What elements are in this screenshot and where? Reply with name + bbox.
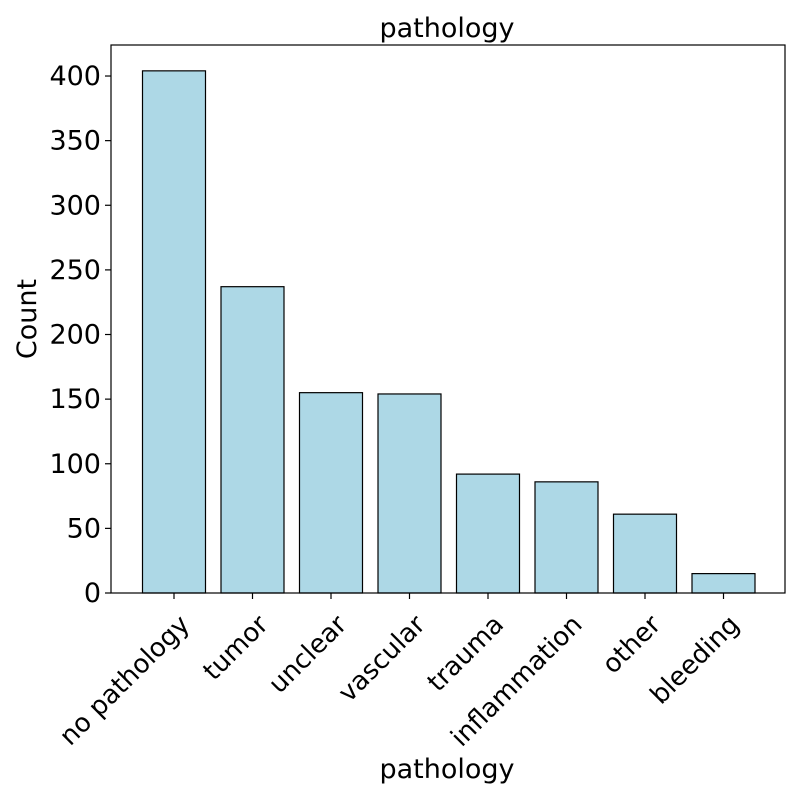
chart-title: pathology <box>379 13 514 44</box>
y-axis: 0 50 100 150 200 250 300 350 400 <box>49 61 111 609</box>
bar-unclear <box>298 392 364 594</box>
y-tick-label: 250 <box>49 255 101 286</box>
y-tick-label: 50 <box>67 513 101 544</box>
bar-bleeding <box>691 573 756 594</box>
x-tick-label: no pathology <box>54 610 196 752</box>
x-axis: no pathology tumorunclearvasculartraumain… <box>54 593 745 753</box>
x-axis-label: pathology <box>379 754 514 785</box>
y-tick-label: 200 <box>49 320 101 351</box>
bar-trauma <box>455 473 521 594</box>
plot-frame <box>110 44 786 594</box>
y-tick-label: 300 <box>49 190 101 221</box>
bars-group <box>141 70 756 594</box>
y-tick-label: 100 <box>49 449 101 480</box>
x-tick-label: vascular <box>333 610 432 709</box>
bar-inflammation <box>534 481 599 594</box>
x-tick-label: tumor <box>198 610 275 687</box>
bar-other <box>612 513 678 594</box>
bar-vascular <box>377 393 442 594</box>
y-tick-label: 350 <box>49 126 101 157</box>
bar-tumor <box>220 286 285 594</box>
bar-no-pathology <box>141 70 207 594</box>
y-tick-label: 400 <box>49 61 101 92</box>
y-axis-label: Count <box>12 279 43 359</box>
x-tick-label: other <box>597 610 667 680</box>
y-tick-label: 0 <box>84 578 101 609</box>
y-tick-label: 150 <box>49 384 101 415</box>
